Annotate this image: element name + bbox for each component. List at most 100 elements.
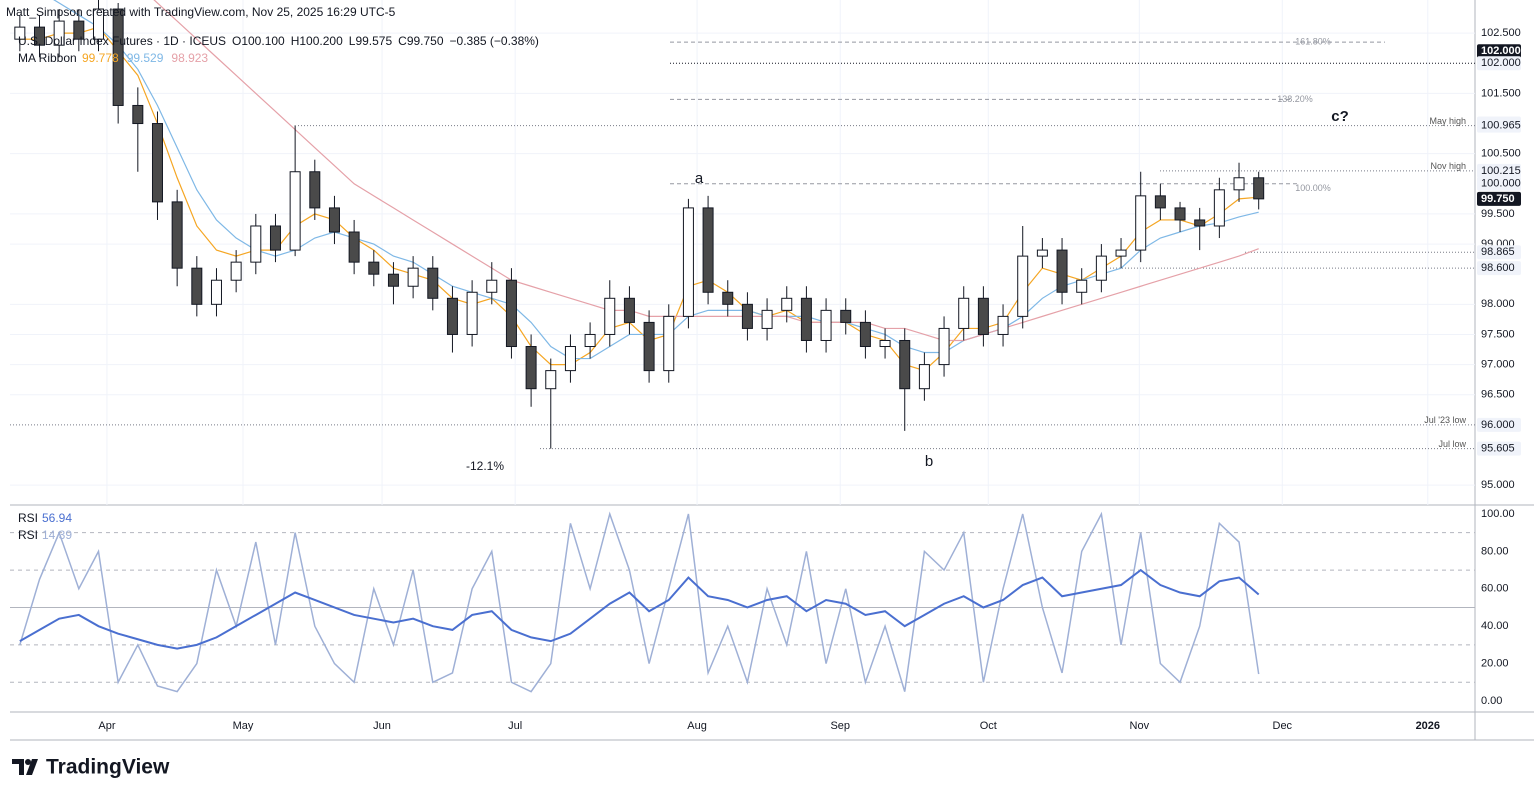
ma-legend-value: 98.923 [171, 51, 208, 65]
x-tick-label: Jun [373, 720, 391, 732]
main-pane [10, 0, 1475, 505]
ma-line [53, 0, 1259, 360]
price-tag-label: 96.000 [1481, 419, 1515, 431]
rsi-pane [10, 511, 1475, 693]
candle-body [859, 321, 871, 348]
candle-body [918, 364, 930, 390]
candle-body [1036, 249, 1048, 257]
x-tick-label: Nov [1130, 720, 1150, 732]
x-tick-label: May [233, 720, 254, 732]
price-tag-label: 100.215 [1481, 165, 1521, 177]
ohlc-value: −0.385 (−0.38%) [450, 34, 539, 48]
y-tick-label: 97.000 [1481, 358, 1515, 370]
candle-body [387, 273, 399, 287]
price-tag-label: 95.605 [1481, 443, 1515, 455]
candle-body [1017, 255, 1029, 317]
annotation: b [925, 453, 933, 470]
candle-body [781, 297, 793, 311]
ohlc-value: O100.100 [232, 34, 285, 48]
candle-body [112, 8, 124, 106]
fib-label: 100.00% [1295, 183, 1331, 193]
y-tick-label: 98.000 [1481, 298, 1515, 310]
price-tag-label: 100.965 [1481, 120, 1521, 132]
price-tag [1477, 176, 1521, 191]
price-tag [1477, 245, 1521, 260]
rsi-legend-name: RSI [18, 528, 38, 542]
header: Matt_Simpson created with TradingView.co… [6, 5, 396, 19]
rsi-tick-label: 100.00 [1481, 508, 1515, 520]
x-tick-label: Dec [1273, 720, 1293, 732]
x-tick-label: Jul [508, 720, 522, 732]
candle-body [1076, 279, 1088, 293]
logo [12, 759, 38, 775]
logo-text: TradingView [46, 756, 170, 779]
candle-body [564, 346, 576, 372]
price-tag [1477, 191, 1521, 206]
candle-body [997, 315, 1009, 335]
fib-label: 161.80% [1295, 37, 1331, 47]
ohlc-value: C99.750 [398, 34, 444, 48]
ma-legend-value: 99.529 [127, 51, 164, 65]
candle-body [1135, 195, 1147, 251]
rsi-legend-name: RSI [18, 511, 38, 525]
candle-body [840, 309, 852, 323]
candle-body [722, 291, 734, 305]
y-tick-label: 101.500 [1481, 87, 1521, 99]
price-tag [1477, 261, 1521, 276]
candle-body [525, 346, 537, 390]
ohlc-value: H100.200 [291, 34, 343, 48]
candle-body [230, 261, 242, 281]
x-tick-label: Sep [830, 720, 850, 732]
candle-body [1213, 189, 1225, 227]
level-note: Jul low [1438, 439, 1466, 449]
level-note: May high [1429, 116, 1466, 126]
candle-body [663, 315, 675, 372]
annotation: a [695, 170, 704, 187]
annotation: -12.1% [466, 459, 504, 473]
candle-body [210, 279, 222, 305]
y-tick-label: 95.000 [1481, 479, 1515, 491]
candle-body [800, 297, 812, 341]
candle-body [53, 20, 65, 46]
fib-label: 138.20% [1277, 94, 1313, 104]
candle-body [702, 207, 714, 293]
ohlc-value: L99.575 [349, 34, 393, 48]
rsi-tick-label: 0.00 [1481, 695, 1502, 707]
ma-legend-value: 99.778 [82, 51, 119, 65]
candle-body [171, 201, 183, 269]
price-tag-label: 99.750 [1481, 193, 1515, 205]
candle-body [545, 370, 557, 390]
candle-body [289, 171, 301, 251]
annotation: c? [1331, 108, 1349, 125]
candle-body [682, 207, 694, 317]
y-tick-label: 97.500 [1481, 328, 1515, 340]
x-tick-label: Apr [98, 720, 115, 732]
price-tag [1477, 441, 1521, 456]
rsi-tick-label: 60.00 [1481, 583, 1509, 595]
candle-body [250, 225, 262, 263]
candle-body [1056, 249, 1068, 293]
level-note: Nov high [1430, 161, 1466, 171]
y-tick-label: 99.500 [1481, 208, 1515, 220]
price-tag-label: 102.000 [1481, 45, 1521, 57]
candle-body [73, 20, 85, 40]
candle-body [623, 297, 635, 323]
ma-line [153, 0, 1259, 342]
rsi-legend-value: 56.94 [42, 511, 72, 525]
level-note: Jul '23 low [1424, 415, 1466, 425]
price-tag-label: 98.600 [1481, 262, 1515, 274]
candle-body [328, 207, 340, 233]
candle-body [604, 297, 616, 335]
candle-body [584, 333, 596, 348]
candle-body [505, 279, 517, 348]
overlay: 95.00096.50097.00097.50098.00099.00099.5… [18, 27, 1521, 732]
candle-body [269, 225, 281, 251]
candle-body [466, 291, 478, 335]
candle-body [427, 267, 439, 299]
candle-body [446, 297, 458, 335]
rsi-tick-label: 20.00 [1481, 657, 1509, 669]
candle-body [1253, 177, 1265, 200]
candle-body [1233, 177, 1245, 191]
candle-body [132, 104, 144, 125]
candle-body [1174, 207, 1186, 221]
